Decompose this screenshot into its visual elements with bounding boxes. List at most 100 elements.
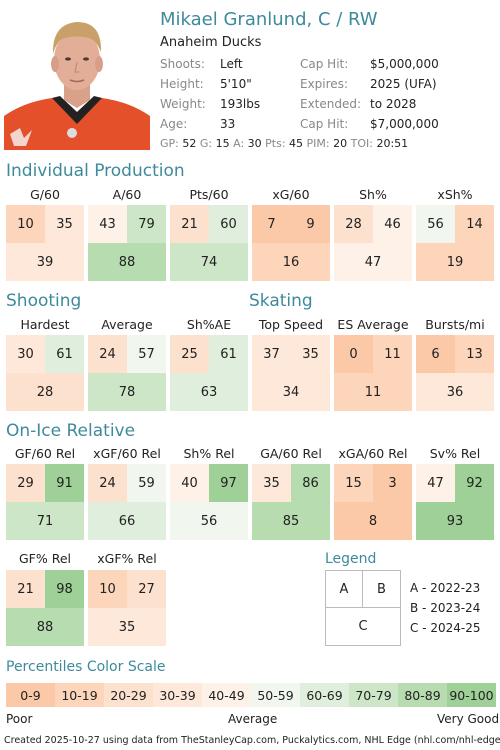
- metric-label: Pts/60: [189, 187, 229, 202]
- percentile-cell-b: 91: [45, 464, 84, 502]
- info-key: Expires:: [300, 77, 348, 91]
- metric-label: Sh% Rel: [183, 446, 235, 461]
- section-title: Skating: [249, 291, 313, 311]
- footer-credits: Created 2025-10-27 using data from TheSt…: [4, 735, 500, 746]
- percentile-cell-b: 35: [291, 335, 330, 373]
- percentile-cell-a: 29: [6, 464, 45, 502]
- section-title: Individual Production: [6, 161, 185, 181]
- scale-bin: 60-69: [300, 683, 349, 707]
- percentile-cell-b: 59: [127, 464, 166, 502]
- percentile-cell-b: 60: [209, 205, 248, 243]
- info-value: 33: [220, 117, 236, 131]
- metric-label: Bursts/mi: [425, 317, 485, 332]
- percentile-cell-c: 36: [416, 373, 494, 411]
- legend-entry-c: C - 2024-25: [410, 621, 481, 635]
- percentile-cell-c: 16: [252, 243, 330, 281]
- percentile-cell-c: 88: [88, 243, 166, 281]
- metric-label: GF/60 Rel: [14, 446, 76, 461]
- percentile-cell-a: 21: [6, 570, 45, 608]
- info-value: 5'10": [220, 77, 252, 91]
- stat-value: 30: [247, 137, 262, 150]
- metric-label: A/60: [112, 187, 142, 202]
- percentile-cell-b: 61: [209, 335, 248, 373]
- percentile-cell-b: 97: [209, 464, 248, 502]
- scale-bin: 10-19: [55, 683, 104, 707]
- stat-value: 52: [182, 137, 197, 150]
- metric-label: G/60: [30, 187, 60, 202]
- info-key: Weight:: [160, 97, 206, 111]
- percentile-cell-a: 47: [416, 464, 455, 502]
- season-stat-line: GP: 52 G: 15 A: 30 Pts: 45 PIM: 20 TOI: …: [160, 137, 408, 150]
- percentile-cell-b: 61: [45, 335, 84, 373]
- percentile-cell-b: 57: [127, 335, 166, 373]
- percentile-cell-a: 7: [252, 205, 291, 243]
- info-value: $7,000,000: [370, 117, 439, 131]
- scale-bin: 30-39: [153, 683, 202, 707]
- stat-key: TOI:: [350, 137, 373, 150]
- percentile-cell-c: 78: [88, 373, 166, 411]
- info-value: $5,000,000: [370, 57, 439, 71]
- metric-label: Top Speed: [258, 317, 324, 332]
- percentile-cell-b: 3: [373, 464, 412, 502]
- section-title: On-Ice Relative: [6, 421, 136, 441]
- percentile-cell-a: 24: [88, 464, 127, 502]
- metric-label: Sh%AE: [186, 317, 232, 332]
- metric-label: GF% Rel: [18, 551, 71, 566]
- percentile-cell-c: 19: [416, 243, 494, 281]
- percentile-cell-a: 43: [88, 205, 127, 243]
- info-value: 2025 (UFA): [370, 77, 437, 91]
- percentile-cell-b: 79: [127, 205, 166, 243]
- info-key: Age:: [160, 117, 188, 131]
- percentile-cell-a: 15: [334, 464, 373, 502]
- percentile-cell-b: 35: [45, 205, 84, 243]
- percentile-cell-c: 66: [88, 502, 166, 540]
- stat-value: 20: [333, 137, 348, 150]
- scale-bin: 70-79: [349, 683, 398, 707]
- scale-bin: 50-59: [251, 683, 300, 707]
- metric-label: Sh%: [359, 187, 387, 202]
- percentile-cell-a: 10: [6, 205, 45, 243]
- metric-label: xGF/60 Rel: [93, 446, 161, 461]
- percentile-cell-a: 0: [334, 335, 373, 373]
- metric-label: Hardest: [20, 317, 70, 332]
- legend-box-b: B: [362, 570, 401, 608]
- info-key: Shoots:: [160, 57, 205, 71]
- stat-key: PIM:: [306, 137, 330, 150]
- scale-bin: 20-29: [104, 683, 153, 707]
- metric-label: Average: [101, 317, 153, 332]
- scale-bin: 80-89: [398, 683, 447, 707]
- percentile-cell-b: 46: [373, 205, 412, 243]
- player-headshot: [4, 4, 150, 150]
- percentile-cell-b: 9: [291, 205, 330, 243]
- stat-value: 15: [215, 137, 230, 150]
- percentile-cell-a: 21: [170, 205, 209, 243]
- scale-average-label: Average: [228, 712, 278, 726]
- legend-box-a: A: [325, 570, 363, 608]
- legend-entry-a: A - 2022-23: [410, 581, 481, 595]
- percentile-cell-a: 24: [88, 335, 127, 373]
- scale-poor-label: Poor: [6, 712, 33, 726]
- percentile-cell-b: 27: [127, 570, 166, 608]
- percentile-cell-c: 28: [6, 373, 84, 411]
- scale-bin: 90-100: [447, 683, 496, 707]
- scale-very-good-label: Very Good: [437, 712, 500, 726]
- percentile-cell-b: 92: [455, 464, 494, 502]
- stat-key: Pts:: [265, 137, 286, 150]
- percentile-cell-c: 71: [6, 502, 84, 540]
- info-value: Left: [220, 57, 243, 71]
- info-value: 193lbs: [220, 97, 261, 111]
- metric-label: xGF% Rel: [97, 551, 157, 566]
- info-value: to 2028: [370, 97, 417, 111]
- team-name: Anaheim Ducks: [160, 35, 262, 50]
- stat-key: A:: [233, 137, 245, 150]
- metric-label: xGA/60 Rel: [338, 446, 408, 461]
- percentile-cell-b: 98: [45, 570, 84, 608]
- percentile-cell-a: 25: [170, 335, 209, 373]
- metric-label: Sv% Rel: [429, 446, 481, 461]
- stat-value: 45: [289, 137, 304, 150]
- percentile-cell-c: 56: [170, 502, 248, 540]
- info-key: Cap Hit:: [300, 117, 349, 131]
- percentile-cell-c: 34: [252, 373, 330, 411]
- percentile-cell-a: 30: [6, 335, 45, 373]
- percentile-cell-a: 10: [88, 570, 127, 608]
